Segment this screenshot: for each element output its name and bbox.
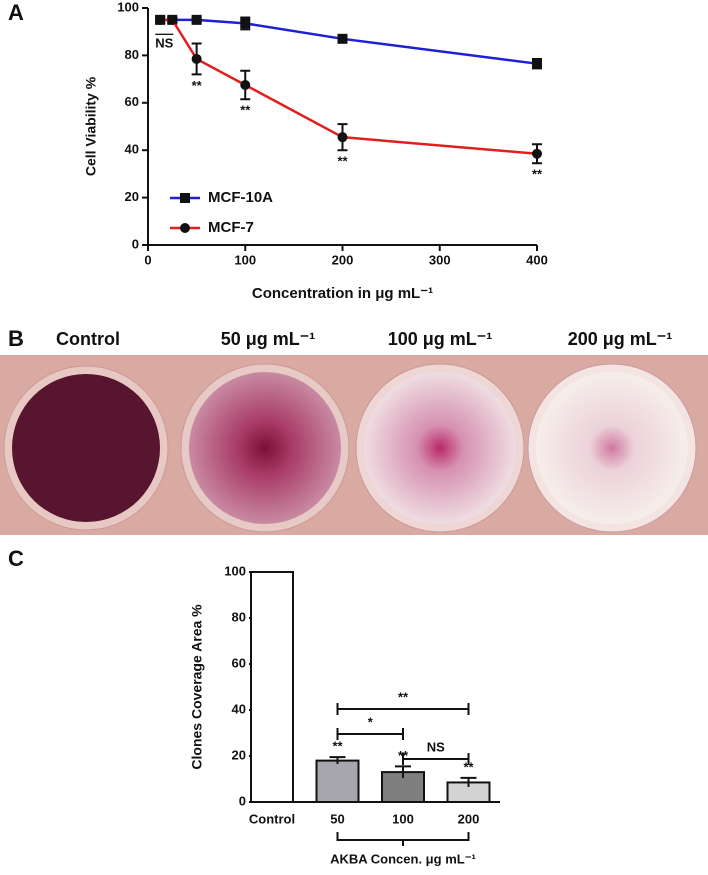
point bbox=[155, 14, 166, 25]
photo bbox=[0, 355, 708, 535]
bar bbox=[250, 571, 294, 803]
y-tick-label: 60 bbox=[125, 94, 139, 109]
annotation: ** bbox=[332, 739, 343, 754]
annotation: ** bbox=[192, 78, 203, 93]
y-tick-label: 80 bbox=[232, 609, 246, 624]
legend-label: MCF-10A bbox=[208, 189, 273, 206]
y-tick-label: 60 bbox=[232, 655, 246, 670]
point bbox=[240, 80, 251, 91]
well bbox=[364, 372, 516, 524]
point bbox=[337, 132, 348, 143]
point bbox=[532, 58, 542, 69]
annotation: ** bbox=[532, 167, 543, 182]
photo-label: 100 μg mL⁻¹ bbox=[388, 329, 493, 349]
annotation: ** bbox=[463, 759, 474, 774]
annotation: ** bbox=[240, 103, 251, 118]
y-tick-label: 100 bbox=[224, 563, 246, 578]
point bbox=[240, 18, 251, 29]
point bbox=[337, 33, 348, 44]
x-tick-label: 50 bbox=[330, 811, 344, 826]
legend-marker bbox=[180, 223, 190, 233]
y-axis-title: Cell Viability % bbox=[83, 76, 99, 176]
y-tick-label: 0 bbox=[239, 793, 246, 808]
photo-label: 50 μg mL⁻¹ bbox=[221, 329, 316, 349]
comparison-label: ** bbox=[398, 689, 409, 704]
x-axis-title: AKBA Concen. μg mL⁻¹ bbox=[330, 851, 476, 866]
x-tick-label: 100 bbox=[234, 252, 256, 267]
series-line bbox=[160, 18, 538, 65]
x-axis-title: Concentration in μg mL⁻¹ bbox=[252, 285, 433, 302]
y-tick-label: 40 bbox=[125, 142, 139, 157]
comparison-label: NS bbox=[427, 739, 445, 754]
point bbox=[167, 14, 178, 25]
bar bbox=[315, 759, 360, 803]
well bbox=[12, 374, 160, 522]
well bbox=[189, 372, 341, 524]
comparison-bracket bbox=[402, 753, 470, 765]
x-tick-label: 400 bbox=[526, 252, 548, 267]
y-axis-title: Clones Coverage Area % bbox=[189, 604, 205, 770]
x-tick-label: 100 bbox=[392, 811, 414, 826]
x-tick-label: 0 bbox=[144, 252, 151, 267]
x-tick-label: 200 bbox=[332, 252, 354, 267]
error-bar bbox=[329, 756, 346, 765]
group-bracket bbox=[336, 832, 470, 846]
point bbox=[532, 148, 542, 159]
panel-label: C bbox=[8, 546, 24, 571]
comparison-bracket bbox=[336, 728, 404, 740]
y-tick-label: 100 bbox=[117, 0, 139, 14]
y-tick-label: 80 bbox=[125, 47, 139, 62]
annotation: ** bbox=[337, 154, 348, 169]
x-tick-label: 300 bbox=[429, 252, 451, 267]
y-tick-label: 40 bbox=[232, 701, 246, 716]
y-tick-label: 20 bbox=[232, 747, 246, 762]
comparison-label: * bbox=[368, 714, 374, 729]
error-bar bbox=[395, 765, 411, 778]
point bbox=[191, 53, 202, 64]
photo-label: Control bbox=[56, 329, 120, 349]
comparison-bracket bbox=[336, 703, 470, 715]
well bbox=[536, 372, 688, 524]
x-tick-label: 200 bbox=[458, 811, 480, 826]
panel-label: A bbox=[8, 0, 24, 25]
y-tick-label: 0 bbox=[132, 236, 139, 251]
legend-marker bbox=[180, 193, 190, 203]
annotation: NS bbox=[155, 36, 173, 51]
legend-label: MCF-7 bbox=[208, 219, 254, 236]
y-tick-label: 20 bbox=[125, 189, 139, 204]
point bbox=[191, 14, 202, 25]
panel-label: B bbox=[8, 326, 24, 351]
photo-label: 200 μg mL⁻¹ bbox=[568, 329, 673, 349]
x-tick-label: Control bbox=[249, 811, 295, 826]
error-bar bbox=[460, 776, 477, 788]
